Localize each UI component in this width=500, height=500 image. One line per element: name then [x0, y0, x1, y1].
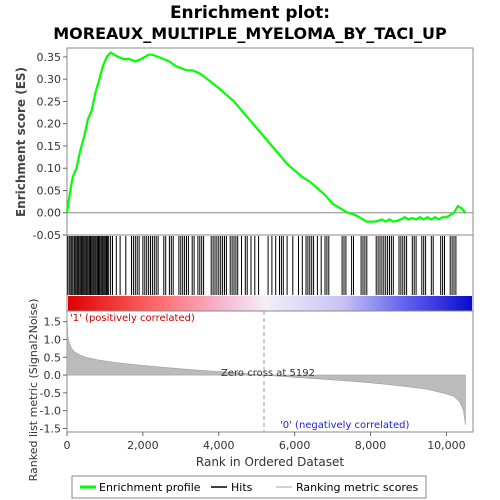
metric-y-tick-label: -1.0 — [40, 405, 61, 418]
es-y-tick-label: 0.35 — [37, 51, 62, 64]
es-y-axis-label: Enrichment score (ES) — [14, 67, 28, 217]
x-tick-label: 0 — [64, 439, 71, 452]
x-tick-label: 2,000 — [127, 439, 159, 452]
legend-metric-label: Ranking metric scores — [296, 481, 418, 494]
x-axis-ticks: 0 2,000 4,000 6,000 8,000 10,000 — [64, 432, 466, 452]
metric-y-tick-label: 1.0 — [44, 333, 62, 346]
x-tick-label: 10,000 — [427, 439, 466, 452]
es-y-tick-label: 0.25 — [37, 95, 62, 108]
ranking-metric-area — [66, 312, 466, 425]
chart-title-line2: MOREAUX_MULTIPLE_MYELOMA_BY_TACI_UP — [53, 24, 447, 43]
x-tick-label: 6,000 — [279, 439, 311, 452]
rank-color-bar — [68, 296, 472, 311]
x-axis-label: Rank in Ordered Dataset — [196, 455, 344, 469]
chart-title-line1: Enrichment plot: — [170, 3, 330, 23]
neg-correlated-label: '0' (negatively correlated) — [280, 420, 409, 431]
es-y-tick-label: 0.30 — [37, 73, 62, 86]
zero-cross-label: Zero cross at 5192 — [221, 368, 315, 379]
metric-y-axis-label: Ranked list metric (Signal2Noise) — [27, 299, 40, 482]
es-y-tick-label: 0.15 — [37, 140, 62, 153]
metric-y-tick-label: 0.5 — [44, 351, 62, 364]
metric-y-tick-label: -1.5 — [40, 422, 61, 435]
metric-y-ticks: 1.5 1.0 0.5 0.0 -0.5 -1.0 -1.5 — [40, 316, 67, 435]
metric-y-tick-label: -0.5 — [40, 387, 61, 400]
es-y-tick-label: 0.00 — [37, 207, 62, 220]
x-tick-label: 4,000 — [203, 439, 235, 452]
hit-lines — [67, 236, 457, 295]
legend-enrichment-label: Enrichment profile — [99, 481, 201, 494]
metric-y-tick-label: 1.5 — [44, 316, 62, 329]
x-tick-label: 8,000 — [355, 439, 387, 452]
pos-correlated-label: '1' (positively correlated) — [70, 313, 195, 324]
metric-y-tick-label: 0.0 — [44, 369, 62, 382]
es-plot-area — [66, 47, 474, 236]
es-y-tick-label: 0.05 — [37, 184, 62, 197]
es-y-tick-label: 0.10 — [37, 162, 62, 175]
enrichment-profile-line — [65, 51, 467, 223]
es-y-ticks: 0.35 0.30 0.25 0.20 0.15 0.10 0.05 0.00 -0.05 — [33, 51, 67, 242]
legend-hits-label: Hits — [231, 481, 253, 494]
legend-box — [71, 475, 427, 499]
es-y-tick-label: 0.20 — [37, 118, 62, 131]
es-y-tick-label: -0.05 — [33, 229, 61, 242]
